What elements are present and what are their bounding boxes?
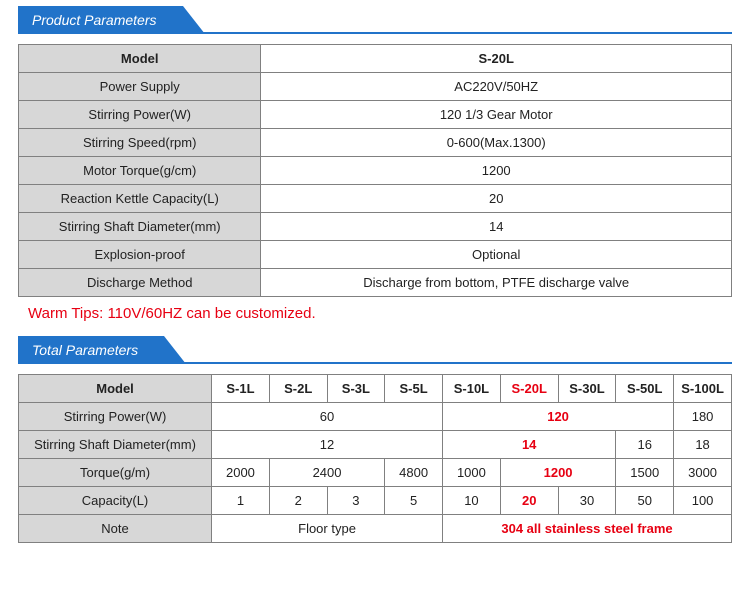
row-value: 2	[269, 487, 327, 515]
row-value: 16	[616, 431, 674, 459]
param-value: 1200	[261, 157, 732, 185]
model-col: S-3L	[327, 375, 385, 403]
model-col: S-30L	[558, 375, 616, 403]
section-header-product: Product Parameters	[18, 6, 732, 34]
model-header: Model	[19, 375, 212, 403]
param-value: Discharge from bottom, PTFE discharge va…	[261, 269, 732, 297]
param-value: 0-600(Max.1300)	[261, 129, 732, 157]
row-value: 1	[212, 487, 270, 515]
row-value: 180	[674, 403, 732, 431]
row-value: 12	[212, 431, 443, 459]
param-label: Reaction Kettle Capacity(L)	[19, 185, 261, 213]
param-label: Discharge Method	[19, 269, 261, 297]
row-value: 5	[385, 487, 443, 515]
row-label: Stirring Power(W)	[19, 403, 212, 431]
row-value: 120	[443, 403, 674, 431]
row-value: 1000	[443, 459, 501, 487]
row-value: 2000	[212, 459, 270, 487]
row-label: Torque(g/m)	[19, 459, 212, 487]
row-value: 4800	[385, 459, 443, 487]
param-label: Explosion-proof	[19, 241, 261, 269]
model-col: S-20L	[500, 375, 558, 403]
param-value: S-20L	[261, 45, 732, 73]
model-col: S-100L	[674, 375, 732, 403]
param-value: 20	[261, 185, 732, 213]
row-value: 1200	[500, 459, 616, 487]
row-value: 1500	[616, 459, 674, 487]
row-label: Stirring Shaft Diameter(mm)	[19, 431, 212, 459]
row-value: 100	[674, 487, 732, 515]
row-value: 30	[558, 487, 616, 515]
section-title-product: Product Parameters	[18, 6, 183, 34]
param-label: Stirring Power(W)	[19, 101, 261, 129]
model-col: S-5L	[385, 375, 443, 403]
row-label: Capacity(L)	[19, 487, 212, 515]
total-parameters-table: ModelS-1LS-2LS-3LS-5LS-10LS-20LS-30LS-50…	[18, 374, 732, 543]
model-col: S-50L	[616, 375, 674, 403]
param-value: 14	[261, 213, 732, 241]
param-label: Stirring Shaft Diameter(mm)	[19, 213, 261, 241]
param-value: Optional	[261, 241, 732, 269]
param-label: Motor Torque(g/cm)	[19, 157, 261, 185]
param-label: Model	[19, 45, 261, 73]
row-value: 3000	[674, 459, 732, 487]
row-value: 60	[212, 403, 443, 431]
row-value: Floor type	[212, 515, 443, 543]
model-col: S-1L	[212, 375, 270, 403]
row-value: 20	[500, 487, 558, 515]
param-label: Stirring Speed(rpm)	[19, 129, 261, 157]
model-col: S-2L	[269, 375, 327, 403]
param-label: Power Supply	[19, 73, 261, 101]
row-value: 18	[674, 431, 732, 459]
param-value: 120 1/3 Gear Motor	[261, 101, 732, 129]
model-col: S-10L	[443, 375, 501, 403]
row-value: 2400	[269, 459, 384, 487]
row-value: 14	[443, 431, 616, 459]
row-value: 10	[443, 487, 501, 515]
product-parameters-table: ModelS-20LPower SupplyAC220V/50HZStirrin…	[18, 44, 732, 297]
section-title-total: Total Parameters	[18, 336, 164, 364]
warm-tips: Warm Tips: 110V/60HZ can be customized.	[28, 305, 750, 322]
section-header-total: Total Parameters	[18, 336, 732, 364]
row-label: Note	[19, 515, 212, 543]
row-value: 304 all stainless steel frame	[443, 515, 732, 543]
param-value: AC220V/50HZ	[261, 73, 732, 101]
row-value: 3	[327, 487, 385, 515]
row-value: 50	[616, 487, 674, 515]
